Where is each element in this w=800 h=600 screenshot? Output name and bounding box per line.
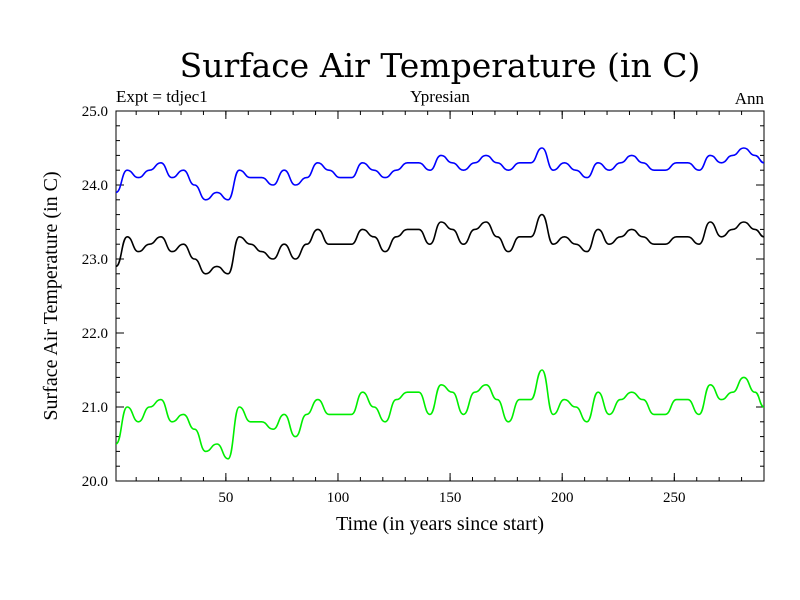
y-axis-label: Surface Air Temperature (in C)	[40, 171, 62, 420]
x-tick-label: 50	[218, 490, 233, 506]
subtitle-left: Expt = tdjec1	[116, 87, 208, 106]
y-tick-label: 23.0	[82, 252, 108, 268]
plot-frame	[115, 110, 765, 482]
chart-title: Surface Air Temperature (in C)	[180, 46, 701, 85]
x-tick-label: 200	[551, 490, 574, 506]
y-tick-label: 22.0	[82, 326, 108, 342]
y-tick-label: 25.0	[82, 104, 108, 120]
x-tick-label: 250	[663, 490, 686, 506]
y-tick-label: 24.0	[82, 178, 108, 194]
series-line-middle	[115, 213, 765, 275]
x-axis-label: Time (in years since start)	[336, 513, 544, 535]
series-layer	[115, 147, 765, 460]
x-tick-label: 150	[439, 490, 462, 506]
x-tick-label: 100	[327, 490, 350, 506]
subtitle-right: Ann	[735, 89, 765, 108]
y-tick-label: 21.0	[82, 400, 108, 416]
series-line-lower	[115, 369, 765, 460]
axis-ticks: 20.0 21.0 22.0 23.0 24.0 25.0 50 100 150 200 250	[82, 104, 764, 506]
y-tick-label: 20.0	[82, 474, 108, 490]
series-line-upper	[115, 147, 765, 201]
subtitle-center: Ypresian	[410, 87, 470, 106]
